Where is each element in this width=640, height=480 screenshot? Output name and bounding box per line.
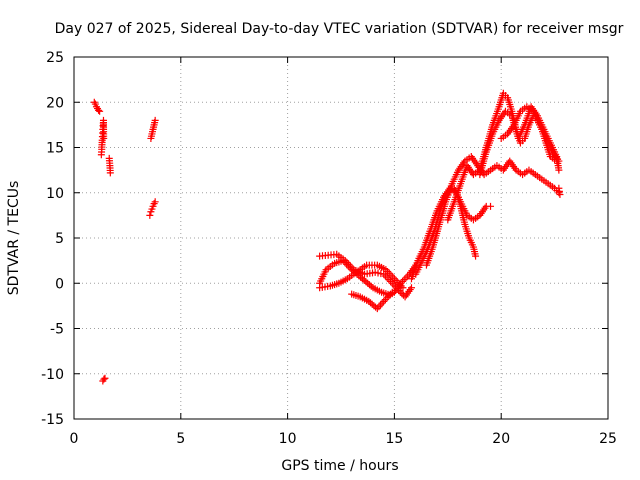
y-tick-label: 20	[46, 95, 64, 111]
data-point	[380, 297, 388, 305]
y-axis-label: SDTVAR / TECUs	[6, 181, 22, 296]
data-point	[378, 299, 386, 307]
data-point	[555, 157, 563, 165]
data-point	[100, 375, 108, 383]
x-tick-label: 15	[385, 431, 403, 447]
data-point	[100, 134, 108, 142]
series-track-j	[348, 288, 396, 313]
data-point	[146, 211, 154, 219]
data-point	[487, 202, 495, 210]
data-point	[396, 288, 404, 296]
y-tick-label: 10	[46, 186, 64, 202]
y-tick-label: -15	[41, 412, 64, 428]
data-point	[95, 106, 103, 114]
data-point	[556, 191, 564, 199]
x-tick-label: 20	[492, 431, 510, 447]
series-track-p	[497, 103, 563, 165]
x-tick-label: 5	[176, 431, 185, 447]
x-tick-label: 10	[279, 431, 297, 447]
series-track-f	[146, 198, 159, 219]
series-track-e	[147, 116, 159, 142]
series-track-l	[412, 184, 495, 278]
data-point	[395, 286, 403, 294]
data-point	[96, 107, 104, 115]
data-point	[101, 374, 109, 382]
data-point	[400, 276, 408, 284]
series-track-i	[316, 261, 407, 292]
axis-ticks: 0 5 10 15 20 25 -15 -10 -5 0 5 10 15 20 25	[41, 50, 617, 447]
x-tick-label: 0	[70, 431, 79, 447]
data-point	[151, 198, 159, 206]
series-track-h	[316, 250, 415, 301]
y-tick-label: -10	[41, 367, 64, 383]
series-track-a	[90, 98, 104, 115]
data-point	[472, 252, 480, 260]
data-point	[375, 303, 383, 311]
y-tick-label: 0	[55, 276, 64, 292]
y-tick-label: 5	[55, 231, 64, 247]
chart-title: Day 027 of 2025, Sidereal Day-to-day VTE…	[55, 21, 624, 37]
x-tick-label: 25	[599, 431, 617, 447]
series-track-q	[555, 184, 564, 199]
data-point	[106, 169, 114, 177]
plot-frame	[73, 56, 609, 420]
series-track-b	[97, 116, 108, 159]
data-points	[90, 89, 564, 385]
data-point	[399, 284, 407, 292]
y-tick-label: 15	[46, 141, 64, 157]
series-track-d	[99, 374, 109, 385]
data-point	[555, 166, 563, 174]
x-axis-label: GPS time / hours	[281, 458, 398, 474]
data-point	[407, 284, 415, 292]
data-point	[388, 288, 396, 296]
series-track-m	[422, 153, 563, 269]
y-tick-label: -5	[50, 322, 64, 338]
data-point	[402, 274, 410, 282]
data-point	[151, 116, 159, 124]
y-tick-label: 25	[46, 50, 64, 66]
series-track-c	[105, 154, 114, 177]
